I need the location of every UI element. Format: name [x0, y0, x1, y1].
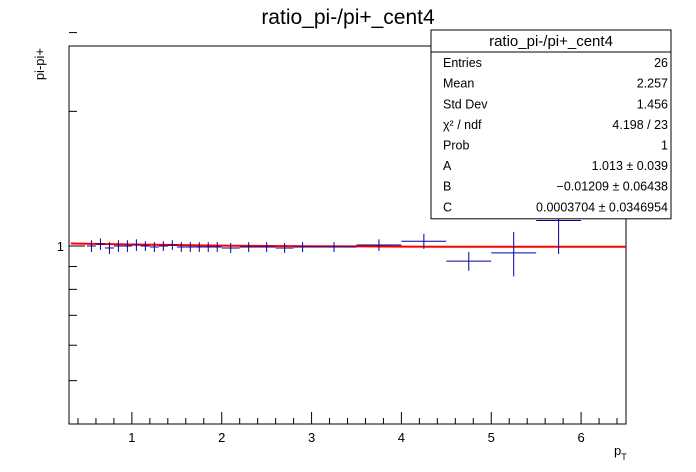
axis-ticks [69, 32, 618, 424]
data-point [86, 240, 96, 252]
data-point [95, 238, 105, 250]
stats-row-value: 1.013 ± 0.039 [592, 159, 668, 173]
data-point [356, 239, 402, 251]
data-points [86, 192, 582, 277]
stats-box: ratio_pi-/pi+_cent4 Entries 26 Mean 2.257 Std… [430, 29, 672, 220]
stats-row-label: Mean [443, 77, 474, 91]
x-tick-label: 5 [488, 430, 495, 445]
stats-row-label: Std Dev [443, 97, 488, 111]
data-point [203, 242, 213, 252]
stats-row-value: 0.0003704 ± 0.0346954 [536, 200, 668, 214]
x-tick-label: 6 [577, 430, 584, 445]
x-axis-label-subscript: T [621, 452, 627, 462]
data-point [491, 231, 537, 277]
data-point [257, 242, 276, 252]
stats-box-title: ratio_pi-/pi+_cent4 [489, 33, 613, 50]
tick-labels: 1 2 3 4 5 6 1 [57, 239, 585, 445]
data-point [446, 251, 492, 271]
data-point [311, 242, 357, 252]
x-tick-label: 3 [308, 430, 315, 445]
stats-row-label: B [443, 180, 451, 194]
x-axis-label: pT [614, 443, 627, 462]
data-point [212, 242, 222, 252]
data-point [185, 242, 195, 252]
x-tick-label: 4 [398, 430, 405, 445]
data-point [176, 242, 186, 252]
data-point [221, 243, 240, 253]
data-point [104, 242, 114, 254]
y-axis-label: pi-pi+ [32, 48, 47, 80]
data-point [140, 241, 150, 251]
data-point [293, 242, 312, 252]
chart-title: ratio_pi-/pi+_cent4 [261, 6, 435, 29]
data-point [194, 242, 204, 252]
data-point [158, 241, 168, 251]
data-point [122, 240, 132, 252]
data-point [131, 239, 141, 251]
data-point [167, 240, 177, 250]
stats-row-value: 1 [661, 139, 668, 153]
stats-row-value: −0.01209 ± 0.06438 [557, 180, 669, 194]
stats-row-label: A [443, 159, 452, 173]
x-tick-label: 1 [128, 430, 135, 445]
data-point [401, 233, 447, 249]
stats-row-value: 2.257 [637, 77, 668, 91]
stats-row-value: 26 [654, 56, 668, 70]
x-tick-label: 2 [218, 430, 225, 445]
stats-row-label: Prob [443, 139, 469, 153]
data-point [149, 242, 159, 252]
data-point [275, 243, 294, 253]
data-point [113, 240, 123, 252]
stats-row-label: C [443, 200, 452, 214]
data-point [239, 242, 258, 252]
stats-box-border [430, 29, 672, 220]
stats-row-value: 4.198 / 23 [612, 118, 668, 132]
stats-row-label: Entries [443, 56, 482, 70]
stats-row-label: χ² / ndf [443, 118, 482, 132]
y-tick-label: 1 [57, 239, 64, 254]
x-axis-label-main: p [614, 443, 621, 458]
stats-row-value: 1.456 [637, 97, 668, 111]
